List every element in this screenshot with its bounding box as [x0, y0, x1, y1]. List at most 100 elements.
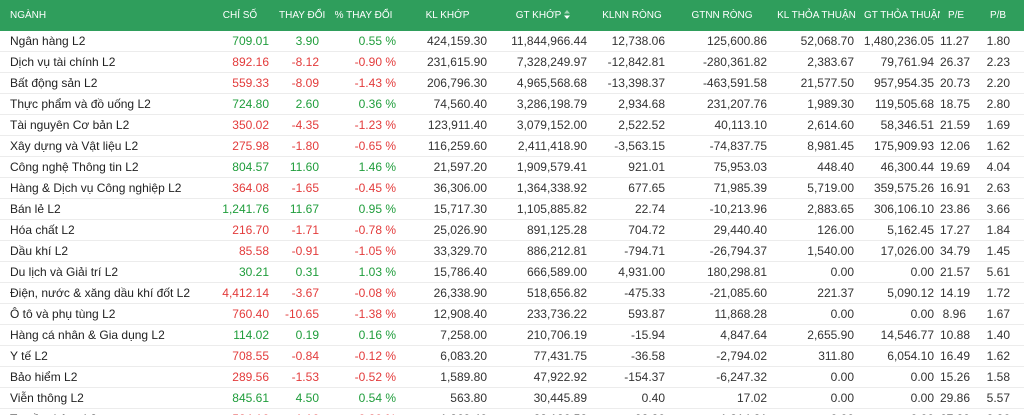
sector-name: Dầu khí L2: [0, 240, 205, 262]
table-row[interactable]: Ngân hàng L2 709.01 3.90 0.55 % 424,159.30 11…: [0, 31, 1024, 52]
cell: 14.19: [940, 282, 972, 304]
cell: -21,085.60: [671, 282, 773, 304]
cell: 0.00: [860, 408, 940, 415]
cell: 1,364,338.92: [493, 177, 593, 199]
header-label: KLNN RÒNG: [602, 10, 662, 21]
cell: 957,954.35: [860, 72, 940, 94]
cell: 2.60: [275, 93, 325, 115]
cell: 231,207.76: [671, 93, 773, 115]
cell: 0.00: [860, 261, 940, 283]
cell: -8.12: [275, 51, 325, 73]
cell: 17.02: [671, 387, 773, 409]
cell: 180,298.81: [671, 261, 773, 283]
sector-name: Ô tô và phụ tùng L2: [0, 303, 205, 325]
table-row[interactable]: Điện, nước & xăng dầu khí đốt L2 4,412.14…: [0, 282, 1024, 304]
cell: 518,656.82: [493, 282, 593, 304]
header-label: GTNN RÒNG: [691, 10, 753, 21]
table-row[interactable]: Du lịch và Giải trí L2 30.21 0.31 1.03 % 15,…: [0, 261, 1024, 283]
cell: 67.89: [940, 408, 972, 415]
cell: 0.31: [275, 261, 325, 283]
cell: 210,706.19: [493, 324, 593, 346]
column-header[interactable]: GT KHỚP: [493, 0, 593, 31]
cell: 0.00: [773, 408, 860, 415]
table-row[interactable]: Dịch vụ tài chính L2 892.16 -8.12 -0.90 % 23…: [0, 51, 1024, 73]
cell: -0.65 %: [325, 135, 402, 157]
cell: 0.00: [773, 303, 860, 325]
sector-name: Hàng & Dịch vụ Công nghiệp L2: [0, 177, 205, 199]
table-row[interactable]: Hàng cá nhân & Gia dụng L2 114.02 0.19 0.16…: [0, 324, 1024, 346]
cell: -15.94: [593, 324, 671, 346]
cell: -0.78 %: [325, 219, 402, 241]
table-row[interactable]: Viễn thông L2 845.61 4.50 0.54 % 563.80 30,44…: [0, 387, 1024, 409]
sort-icon[interactable]: [564, 10, 571, 19]
cell: 30,445.89: [493, 387, 593, 409]
cell: 845.61: [205, 387, 275, 409]
cell: -280,361.82: [671, 51, 773, 73]
cell: 123,911.40: [402, 114, 493, 136]
cell: 0.16 %: [325, 324, 402, 346]
cell: 0.95 %: [325, 198, 402, 220]
cell: 15,786.40: [402, 261, 493, 283]
table-row[interactable]: Y tế L2 708.55 -0.84 -0.12 % 6,083.20 77,431.…: [0, 345, 1024, 367]
column-header[interactable]: KL KHỚP: [402, 0, 493, 31]
column-header[interactable]: P/E: [940, 0, 972, 31]
cell: 0.55 %: [325, 31, 402, 52]
column-header[interactable]: KL THỎA THUẬN: [773, 0, 860, 31]
cell: 74,560.40: [402, 93, 493, 115]
cell: 724.80: [205, 93, 275, 115]
cell: 233,736.22: [493, 303, 593, 325]
table-row[interactable]: Bảo hiểm L2 289.56 -1.53 -0.52 % 1,589.80 47,…: [0, 366, 1024, 388]
cell: 46,300.44: [860, 156, 940, 178]
cell: 5.57: [972, 387, 1024, 409]
sector-name: Công nghệ Thông tin L2: [0, 156, 205, 178]
cell: 5,719.00: [773, 177, 860, 199]
cell: 20.73: [940, 72, 972, 94]
cell: 116,259.60: [402, 135, 493, 157]
cell: -36.58: [593, 345, 671, 367]
cell: 29,440.40: [671, 219, 773, 241]
table-row[interactable]: Hàng & Dịch vụ Công nghiệp L2 364.08 -1.65…: [0, 177, 1024, 199]
column-header[interactable]: NGÀNH: [0, 0, 205, 31]
cell: -8.09: [275, 72, 325, 94]
cell: 3.66: [972, 198, 1024, 220]
table-row[interactable]: Ô tô và phụ tùng L2 760.40 -10.65 -1.38 % 12…: [0, 303, 1024, 325]
cell: 221.37: [773, 282, 860, 304]
column-header[interactable]: CHỈ SỐ: [205, 0, 275, 31]
table-row[interactable]: Công nghệ Thông tin L2 804.57 11.60 1.46 % 2…: [0, 156, 1024, 178]
table-row[interactable]: Dầu khí L2 85.58 -0.91 -1.05 % 33,329.70 886,…: [0, 240, 1024, 262]
column-header[interactable]: % THAY ĐỔI: [325, 0, 402, 31]
cell: 1,241.76: [205, 198, 275, 220]
cell: 25,026.90: [402, 219, 493, 241]
cell: 1.69: [972, 114, 1024, 136]
column-header[interactable]: KLNN RÒNG: [593, 0, 671, 31]
header-label: % THAY ĐỔI: [334, 10, 393, 21]
cell: -26,794.37: [671, 240, 773, 262]
table-row[interactable]: Tài nguyên Cơ bản L2 350.02 -4.35 -1.23 % 12…: [0, 114, 1024, 136]
cell: 289.56: [205, 366, 275, 388]
table-row[interactable]: Truyền thông L2584.16-1.16-0.20 %1,869.4…: [0, 408, 1024, 415]
cell: 0.54 %: [325, 387, 402, 409]
cell: -0.91: [275, 240, 325, 262]
cell: 71,985.39: [671, 177, 773, 199]
cell: 2,614.60: [773, 114, 860, 136]
column-header[interactable]: P/B: [972, 0, 1024, 31]
cell: 559.33: [205, 72, 275, 94]
cell: 15,717.30: [402, 198, 493, 220]
cell: -1.53: [275, 366, 325, 388]
column-header[interactable]: THAY ĐỔI: [275, 0, 325, 31]
header-label: NGÀNH: [10, 10, 47, 21]
table-row[interactable]: Thực phẩm và đồ uống L2 724.80 2.60 0.36 % 7…: [0, 93, 1024, 115]
cell: 891,125.28: [493, 219, 593, 241]
cell: 0.40: [593, 387, 671, 409]
cell: 892.16: [205, 51, 275, 73]
cell: 4.50: [275, 387, 325, 409]
table-row[interactable]: Bán lẻ L2 1,241.76 11.67 0.95 % 15,717.30 1,1…: [0, 198, 1024, 220]
column-header[interactable]: GTNN RÒNG: [671, 0, 773, 31]
table-row[interactable]: Bất động sản L2 559.33 -8.09 -1.43 % 206,796…: [0, 72, 1024, 94]
table-row[interactable]: Hóa chất L2 216.70 -1.71 -0.78 % 25,026.90 89…: [0, 219, 1024, 241]
cell: 760.40: [205, 303, 275, 325]
column-header[interactable]: GT THỎA THUẬN: [860, 0, 940, 31]
cell: 11,844,966.44: [493, 31, 593, 52]
cell: 16.91: [940, 177, 972, 199]
table-row[interactable]: Xây dựng và Vật liệu L2 275.98 -1.80 -0.65 …: [0, 135, 1024, 157]
